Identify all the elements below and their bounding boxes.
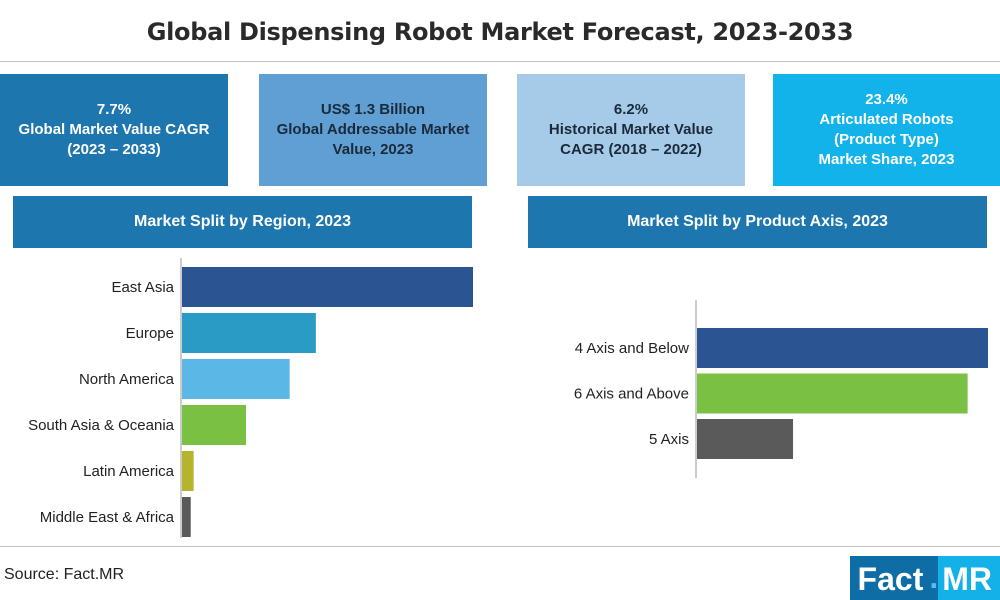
factmr-logo: Fact . MR	[849, 556, 1000, 600]
kpi-value: 23.4%	[865, 91, 908, 108]
tick-label-middle-east-and-africa: Middle East & Africa	[40, 509, 175, 526]
source-note: Source: Fact.MR	[4, 566, 125, 583]
kpi-historical-cagr: 6.2% Historical Market Value CAGR (2018 …	[517, 74, 745, 186]
tick-label-east-asia: East Asia	[111, 279, 174, 296]
bar-east-asia	[182, 267, 473, 307]
axis-chart-title: Market Split by Product Axis, 2023	[528, 196, 987, 248]
logo-mr-text: MR	[938, 556, 1000, 600]
tick-label-europe: Europe	[126, 325, 174, 342]
kpi-label: Global Market Value CAGR	[18, 121, 210, 138]
kpi-period: (2023 – 2033)	[67, 141, 161, 158]
region-chart-title: Market Split by Region, 2023	[13, 196, 472, 248]
kpi-market-cagr: 7.7% Global Market Value CAGR (2023 – 20…	[0, 74, 228, 186]
bar-latin-america	[182, 451, 194, 491]
kpi-label: Historical Market Value	[548, 121, 714, 138]
kpi-addressable-market: US$ 1.3 Billion Global Addressable Marke…	[259, 74, 487, 186]
logo-fact-text: Fact	[849, 556, 930, 600]
kpi-sublabel: (Product Type)	[834, 131, 939, 148]
kpi-label: Articulated Robots	[819, 111, 954, 128]
bar-6-axis-and-above	[697, 373, 968, 414]
kpi-period: CAGR (2018 – 2022)	[560, 141, 702, 158]
bar-4-axis-and-below	[697, 328, 988, 368]
kpi-value: 6.2%	[613, 101, 649, 118]
bar-middle-east-and-africa	[182, 497, 191, 537]
bar-europe	[182, 313, 316, 353]
kpi-label: Global Addressable Market	[276, 121, 470, 138]
footer-divider	[0, 546, 1000, 547]
kpi-period: Market Share, 2023	[818, 151, 955, 168]
kpi-value: 7.7%	[96, 101, 132, 118]
kpi-period: Value, 2023	[332, 141, 414, 158]
tick-label-south-asia-and-oceania: South Asia & Oceania	[28, 417, 175, 434]
region-bar-chart: East Asia Europe North America South Asia &…	[28, 258, 473, 538]
tick-label-latin-america: Latin America	[83, 463, 175, 480]
bar-north-america	[182, 359, 290, 399]
tick-label-6-axis-and-above: 6 Axis and Above	[574, 386, 689, 403]
bar-5-axis	[697, 419, 794, 459]
page-title: Global Dispensing Robot Market Forecast,…	[146, 18, 854, 46]
bar-south-asia-and-oceania	[182, 405, 247, 445]
kpi-value: US$ 1.3 Billion	[320, 101, 426, 118]
product-axis-bar-chart: 4 Axis and Below 6 Axis and Above 5 Axis	[574, 300, 988, 478]
tick-label-north-america: North America	[79, 371, 175, 388]
kpi-articulated-share: 23.4% Articulated Robots (Product Type) …	[773, 74, 1000, 186]
tick-label-4-axis-and-below: 4 Axis and Below	[575, 340, 689, 357]
tick-label-5-axis: 5 Axis	[649, 431, 689, 448]
logo-dot-text: .	[929, 556, 939, 600]
title-divider	[0, 61, 1000, 62]
